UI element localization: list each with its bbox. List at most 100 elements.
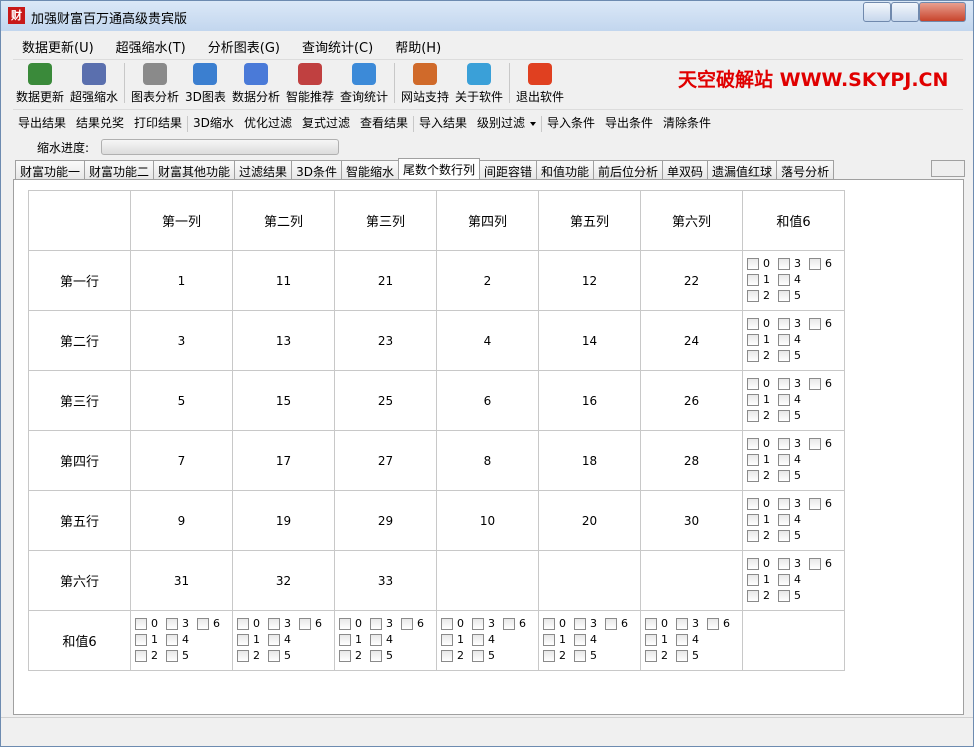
checkbox-box[interactable]	[339, 634, 351, 646]
checkbox[interactable]: 0	[747, 377, 770, 390]
checkbox-box[interactable]	[574, 650, 586, 662]
checkbox-box[interactable]	[574, 618, 586, 630]
checkbox-box[interactable]	[747, 318, 759, 330]
minimize-button[interactable]	[863, 2, 891, 22]
checkbox-box[interactable]	[747, 454, 759, 466]
toolbar-button[interactable]: 复式过滤	[297, 112, 355, 133]
checkbox-box[interactable]	[441, 634, 453, 646]
checkbox-box[interactable]	[543, 618, 555, 630]
checkbox[interactable]: 1	[339, 633, 362, 646]
toolbar-button[interactable]: 退出软件	[513, 60, 567, 107]
tab[interactable]: 间距容错	[478, 160, 537, 180]
checkbox-box[interactable]	[778, 498, 790, 510]
toolbar-button[interactable]: 3D缩水	[188, 112, 239, 133]
checkbox[interactable]: 4	[778, 393, 801, 406]
checkbox-box[interactable]	[370, 618, 382, 630]
tab[interactable]: 前后位分析	[593, 160, 664, 180]
checkbox-box[interactable]	[778, 350, 790, 362]
checkbox[interactable]: 5	[574, 649, 597, 662]
checkbox-box[interactable]	[472, 634, 484, 646]
checkbox[interactable]: 2	[747, 529, 770, 542]
checkbox[interactable]: 5	[268, 649, 291, 662]
checkbox-box[interactable]	[747, 530, 759, 542]
checkbox[interactable]: 6	[809, 437, 832, 450]
checkbox-box[interactable]	[778, 318, 790, 330]
checkbox[interactable]: 4	[778, 273, 801, 286]
checkbox[interactable]: 0	[747, 557, 770, 570]
checkbox[interactable]: 4	[574, 633, 597, 646]
checkbox-box[interactable]	[605, 618, 617, 630]
checkbox[interactable]: 3	[778, 557, 801, 570]
checkbox-box[interactable]	[645, 618, 657, 630]
checkbox-box[interactable]	[237, 618, 249, 630]
checkbox-box[interactable]	[778, 258, 790, 270]
checkbox-box[interactable]	[778, 334, 790, 346]
checkbox-box[interactable]	[166, 618, 178, 630]
checkbox[interactable]: 4	[778, 513, 801, 526]
checkbox[interactable]: 5	[778, 589, 801, 602]
checkbox[interactable]: 6	[197, 617, 220, 630]
checkbox[interactable]: 2	[747, 289, 770, 302]
checkbox[interactable]: 4	[370, 633, 393, 646]
toolbar-button[interactable]: 导出条件	[600, 112, 658, 133]
checkbox-box[interactable]	[441, 650, 453, 662]
tab[interactable]: 财富功能二	[84, 160, 155, 180]
checkbox[interactable]: 2	[543, 649, 566, 662]
checkbox-box[interactable]	[778, 438, 790, 450]
checkbox-box[interactable]	[809, 318, 821, 330]
checkbox[interactable]: 3	[574, 617, 597, 630]
checkbox-box[interactable]	[543, 650, 555, 662]
checkbox-box[interactable]	[676, 634, 688, 646]
tab[interactable]: 落号分析	[776, 160, 835, 180]
checkbox-box[interactable]	[809, 558, 821, 570]
checkbox[interactable]: 6	[401, 617, 424, 630]
checkbox[interactable]: 1	[747, 333, 770, 346]
checkbox[interactable]: 0	[237, 617, 260, 630]
checkbox[interactable]: 4	[778, 333, 801, 346]
checkbox-box[interactable]	[339, 618, 351, 630]
checkbox-box[interactable]	[503, 618, 515, 630]
checkbox[interactable]: 5	[472, 649, 495, 662]
checkbox-box[interactable]	[135, 618, 147, 630]
checkbox-box[interactable]	[472, 618, 484, 630]
checkbox[interactable]: 5	[370, 649, 393, 662]
checkbox[interactable]: 4	[166, 633, 189, 646]
checkbox-box[interactable]	[645, 650, 657, 662]
checkbox[interactable]: 5	[778, 529, 801, 542]
checkbox-box[interactable]	[645, 634, 657, 646]
toolbar-button[interactable]: 导入条件	[542, 112, 600, 133]
checkbox[interactable]: 0	[135, 617, 158, 630]
checkbox[interactable]: 3	[268, 617, 291, 630]
tab[interactable]: 智能缩水	[340, 160, 399, 180]
checkbox-box[interactable]	[676, 650, 688, 662]
checkbox-box[interactable]	[747, 274, 759, 286]
checkbox[interactable]: 2	[441, 649, 464, 662]
checkbox[interactable]: 2	[747, 409, 770, 422]
checkbox-box[interactable]	[268, 634, 280, 646]
toolbar-button[interactable]: 超强缩水	[67, 60, 121, 107]
tab[interactable]: 财富其他功能	[153, 160, 236, 180]
checkbox-box[interactable]	[166, 650, 178, 662]
checkbox[interactable]: 6	[707, 617, 730, 630]
menu-item[interactable]: 数据更新(U)	[22, 41, 94, 56]
checkbox-box[interactable]	[370, 650, 382, 662]
checkbox-box[interactable]	[778, 470, 790, 482]
toolbar-button[interactable]: 数据分析	[229, 60, 283, 107]
checkbox[interactable]: 5	[778, 409, 801, 422]
tab[interactable]: 尾数个数行列	[397, 158, 480, 181]
checkbox[interactable]: 3	[778, 497, 801, 510]
toolbar-button[interactable]: 清除条件	[658, 112, 716, 133]
checkbox-box[interactable]	[778, 558, 790, 570]
checkbox-box[interactable]	[747, 290, 759, 302]
checkbox[interactable]: 5	[778, 469, 801, 482]
checkbox[interactable]: 0	[441, 617, 464, 630]
checkbox-box[interactable]	[747, 470, 759, 482]
checkbox[interactable]: 6	[809, 257, 832, 270]
checkbox[interactable]: 4	[778, 573, 801, 586]
checkbox[interactable]: 6	[809, 497, 832, 510]
checkbox[interactable]: 4	[676, 633, 699, 646]
checkbox-box[interactable]	[747, 558, 759, 570]
checkbox-box[interactable]	[778, 274, 790, 286]
checkbox-box[interactable]	[809, 438, 821, 450]
checkbox[interactable]: 3	[166, 617, 189, 630]
